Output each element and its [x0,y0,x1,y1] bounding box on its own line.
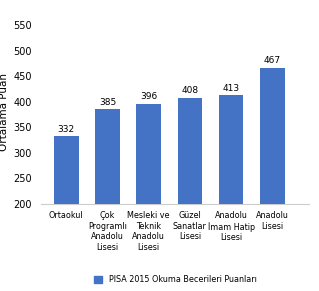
Bar [95,109,120,204]
Text: 385: 385 [99,98,116,107]
Bar [177,98,202,204]
Text: 396: 396 [140,92,157,101]
Text: 413: 413 [223,84,240,93]
Bar [219,95,243,204]
Bar [136,104,161,204]
Bar [260,68,285,204]
Text: 467: 467 [264,56,281,65]
Bar [54,136,78,204]
Y-axis label: Ortalama Puan: Ortalama Puan [0,73,9,151]
Text: 332: 332 [58,125,75,134]
Legend: PISA 2015 Okuma Becerileri Puanları: PISA 2015 Okuma Becerileri Puanları [94,275,257,284]
Text: 408: 408 [181,86,198,95]
